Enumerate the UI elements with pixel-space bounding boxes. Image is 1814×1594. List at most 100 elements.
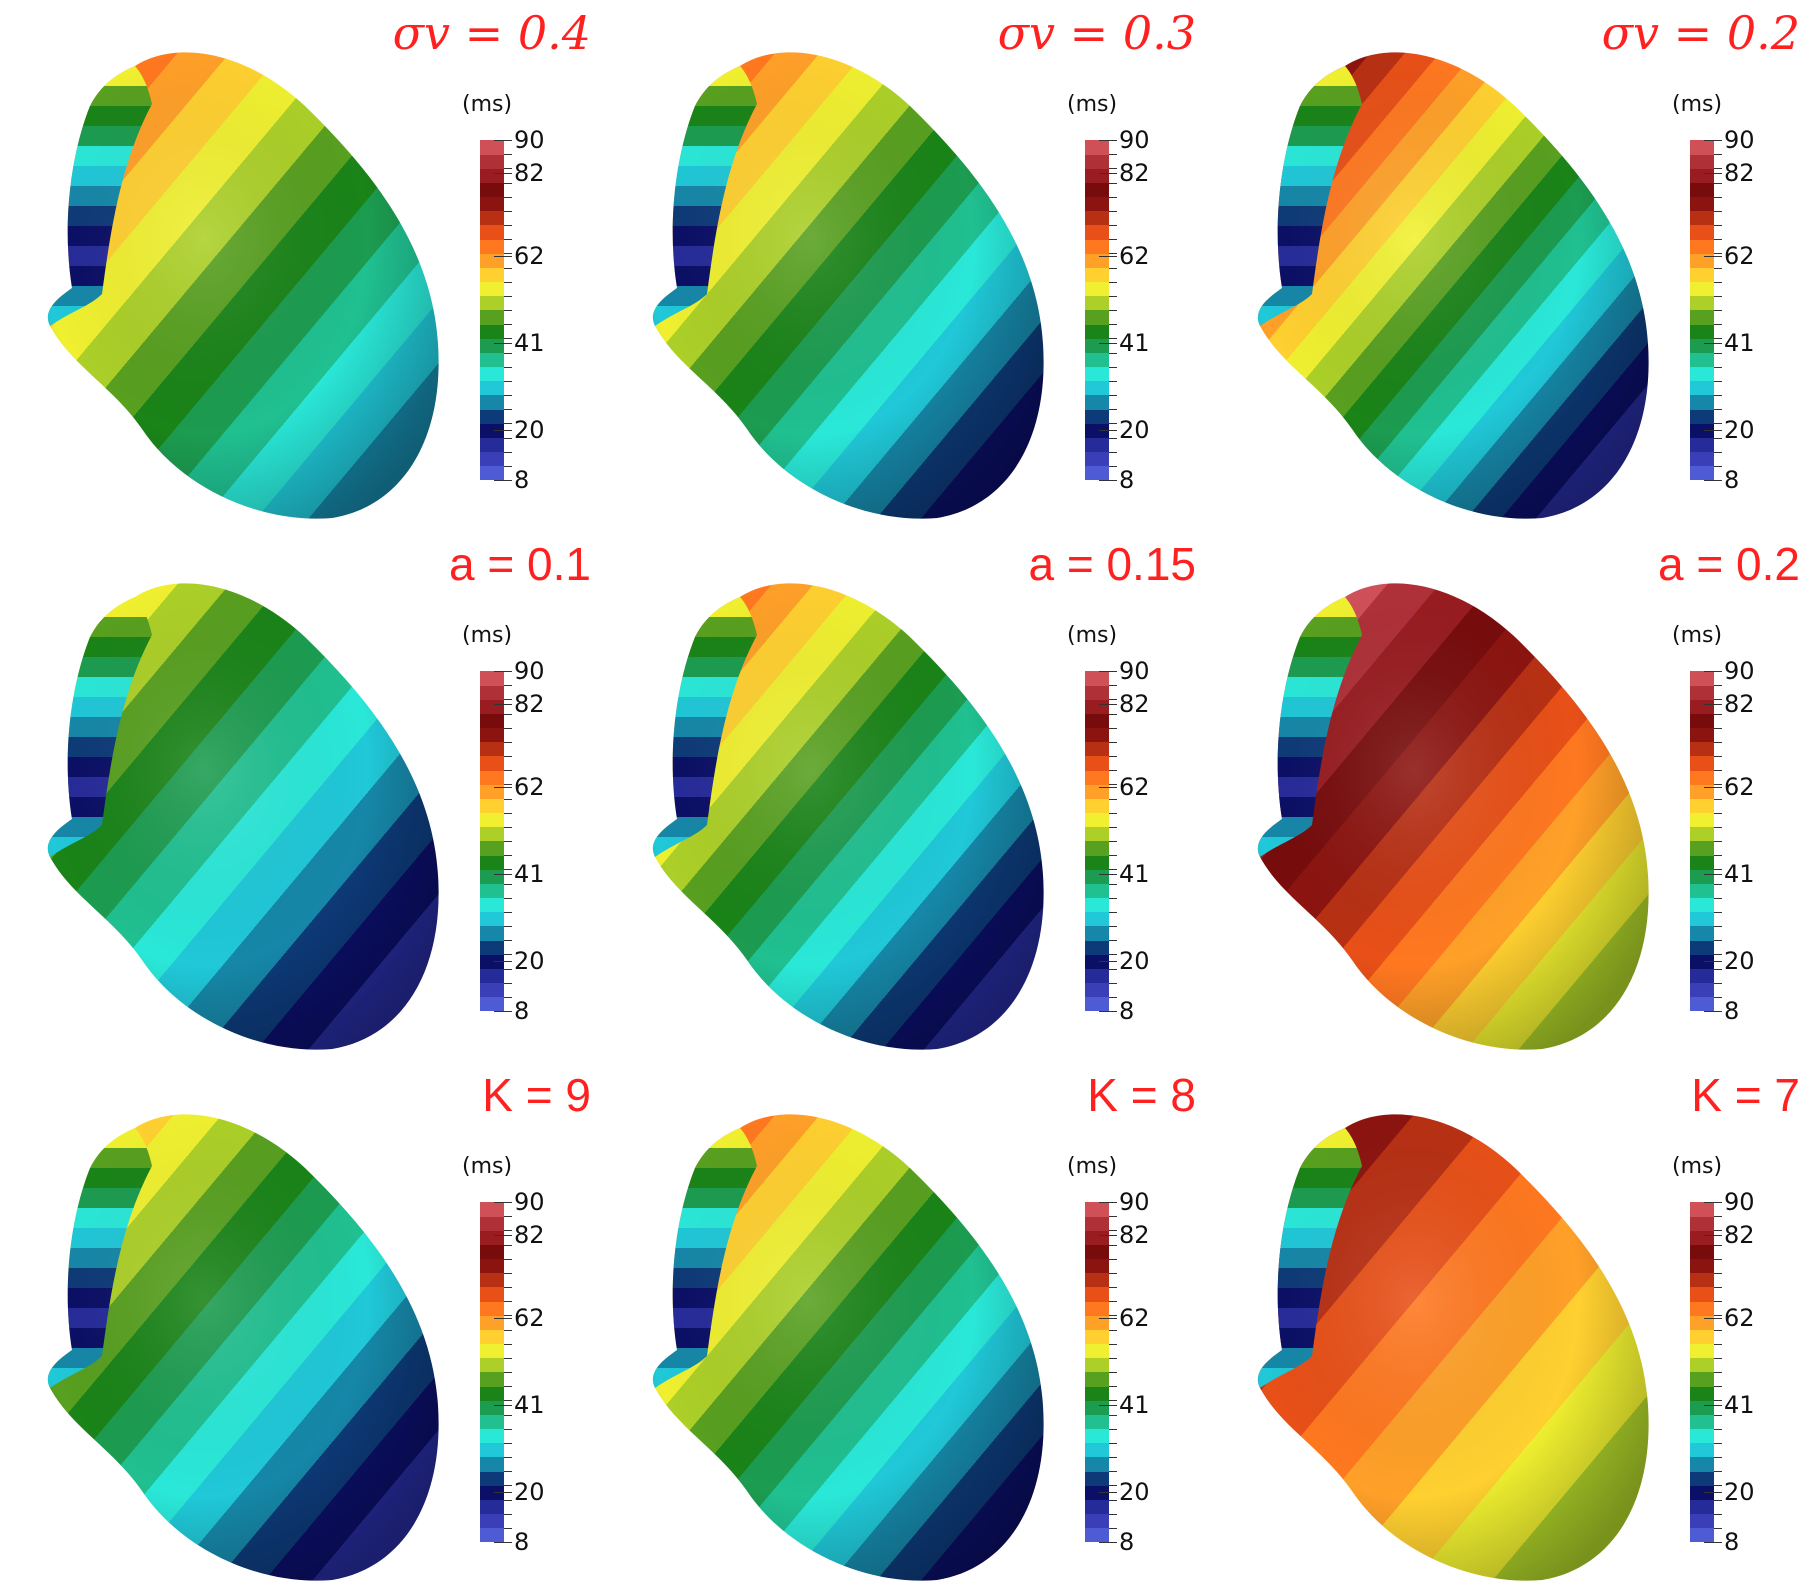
colorbar-minor-tick xyxy=(504,310,512,311)
colorbar-minor-tick xyxy=(504,982,512,984)
colorbar-minor-tick xyxy=(1714,1386,1722,1388)
colorbar-minor-tick xyxy=(504,926,512,927)
colorbar-band xyxy=(480,168,504,183)
colorbar-band xyxy=(1690,1329,1714,1345)
colorbar-band xyxy=(1690,713,1714,729)
colorbar-band xyxy=(1690,1372,1714,1387)
colorbar-minor-tick xyxy=(1109,826,1117,828)
colorbar-band xyxy=(1085,366,1109,382)
colorbar-minor-tick xyxy=(1109,996,1117,998)
colorbar-major-tick xyxy=(1704,480,1722,481)
colorbar-minor-tick xyxy=(504,352,512,354)
colorbar-band xyxy=(480,366,504,382)
heart-activation-map xyxy=(652,52,1044,519)
colorbar-major-tick xyxy=(1099,1202,1117,1203)
colorbar-tick-label: 20 xyxy=(1724,947,1755,976)
colorbar-tick-label: 41 xyxy=(1119,860,1150,889)
colorbar-band xyxy=(480,954,504,969)
colorbar-minor-tick xyxy=(1714,784,1722,786)
colorbar-band xyxy=(1085,352,1109,368)
colorbar-unit-label: (ms) xyxy=(1067,92,1118,117)
colorbar-band xyxy=(480,324,504,339)
colorbar-major-tick xyxy=(494,430,512,432)
colorbar-band xyxy=(480,1471,504,1486)
colorbar-minor-tick xyxy=(504,911,512,913)
colorbar-tick-label: 90 xyxy=(1119,126,1150,154)
colorbar-band xyxy=(1085,727,1109,743)
colorbar-minor-tick xyxy=(1714,741,1722,743)
colorbar: 90 82 62 41 20 8 xyxy=(1690,1188,1755,1556)
colorbar-band xyxy=(1085,1400,1109,1415)
colorbar-tick-label: 8 xyxy=(514,997,530,1025)
colorbar-unit-label: (ms) xyxy=(462,1154,513,1179)
colorbar-minor-tick xyxy=(504,1527,512,1529)
heart-activation-map xyxy=(47,52,439,519)
colorbar-band xyxy=(1085,1457,1109,1472)
activation-map-panel-7: K = 9 (ms) 90 82 62 41 20 8 xyxy=(0,1062,605,1594)
colorbar-minor-tick xyxy=(1109,699,1117,701)
colorbar-minor-tick xyxy=(1714,1315,1722,1317)
colorbar-minor-tick xyxy=(504,954,512,956)
colorbar-band xyxy=(1690,1471,1714,1486)
colorbar-tick-label: 20 xyxy=(514,947,545,976)
colorbar-minor-tick xyxy=(1714,295,1722,297)
colorbar-unit-label: (ms) xyxy=(462,623,513,648)
colorbar-minor-tick xyxy=(1109,1301,1117,1303)
panel-title: σv = 0.2 xyxy=(1601,6,1800,60)
colorbar-band xyxy=(1085,423,1109,438)
colorbar-band xyxy=(1085,968,1109,984)
colorbar-band xyxy=(1690,338,1714,353)
colorbar-tick-label: 20 xyxy=(1119,947,1150,976)
colorbar-tick-label: 20 xyxy=(514,416,545,445)
colorbar-band xyxy=(480,911,504,927)
colorbar-band xyxy=(1690,1386,1714,1401)
colorbar-major-tick xyxy=(1704,874,1722,876)
colorbar-tick-label: 41 xyxy=(514,1391,545,1420)
colorbar-band xyxy=(1690,1258,1714,1274)
colorbar-tick-label: 90 xyxy=(514,657,545,685)
colorbar-minor-tick xyxy=(504,713,512,715)
colorbar-minor-tick xyxy=(504,1513,512,1515)
colorbar-minor-tick xyxy=(504,1428,512,1430)
colorbar-minor-tick xyxy=(1714,1301,1722,1303)
colorbar-tick-label: 82 xyxy=(1119,1221,1150,1250)
colorbar-major-tick xyxy=(494,671,512,672)
colorbar-band xyxy=(480,352,504,368)
colorbar-minor-tick xyxy=(504,1230,512,1232)
colorbar-minor-tick xyxy=(1714,1400,1722,1402)
colorbar-band xyxy=(1085,1287,1109,1302)
colorbar-minor-tick xyxy=(1714,727,1722,729)
colorbar-band xyxy=(1690,168,1714,183)
colorbar-band xyxy=(1085,685,1109,700)
colorbar-band xyxy=(1085,982,1109,998)
colorbar-band xyxy=(1085,210,1109,226)
colorbar-minor-tick xyxy=(504,168,512,170)
colorbar-band xyxy=(1690,798,1714,814)
colorbar-band xyxy=(1690,741,1714,757)
colorbar-minor-tick xyxy=(1109,869,1117,871)
colorbar-tick-label: 62 xyxy=(1724,1304,1755,1333)
colorbar-band xyxy=(1085,437,1109,453)
colorbar-band xyxy=(480,295,504,311)
colorbar-minor-tick xyxy=(504,423,512,425)
colorbar-major-tick xyxy=(1099,874,1117,876)
colorbar-minor-tick xyxy=(504,409,512,411)
colorbar-band xyxy=(1085,812,1109,828)
colorbar-minor-tick xyxy=(1714,1513,1722,1515)
colorbar-tick-label: 20 xyxy=(1724,1478,1755,1507)
colorbar-band xyxy=(1085,1258,1109,1274)
colorbar-band xyxy=(1085,671,1109,686)
colorbar-minor-tick xyxy=(1714,423,1722,425)
colorbar-band xyxy=(480,395,504,410)
colorbar-minor-tick xyxy=(1714,437,1722,439)
colorbar-minor-tick xyxy=(1109,1442,1117,1444)
colorbar-minor-tick xyxy=(1109,324,1117,326)
colorbar-minor-tick xyxy=(1109,685,1117,687)
colorbar-band xyxy=(1690,1244,1714,1260)
colorbar-minor-tick xyxy=(504,324,512,326)
colorbar-tick-label: 62 xyxy=(1724,242,1755,271)
surface-shading xyxy=(652,583,1044,1050)
colorbar-minor-tick xyxy=(1109,713,1117,715)
colorbar-minor-tick xyxy=(1109,196,1117,198)
colorbar-band xyxy=(480,1428,504,1444)
